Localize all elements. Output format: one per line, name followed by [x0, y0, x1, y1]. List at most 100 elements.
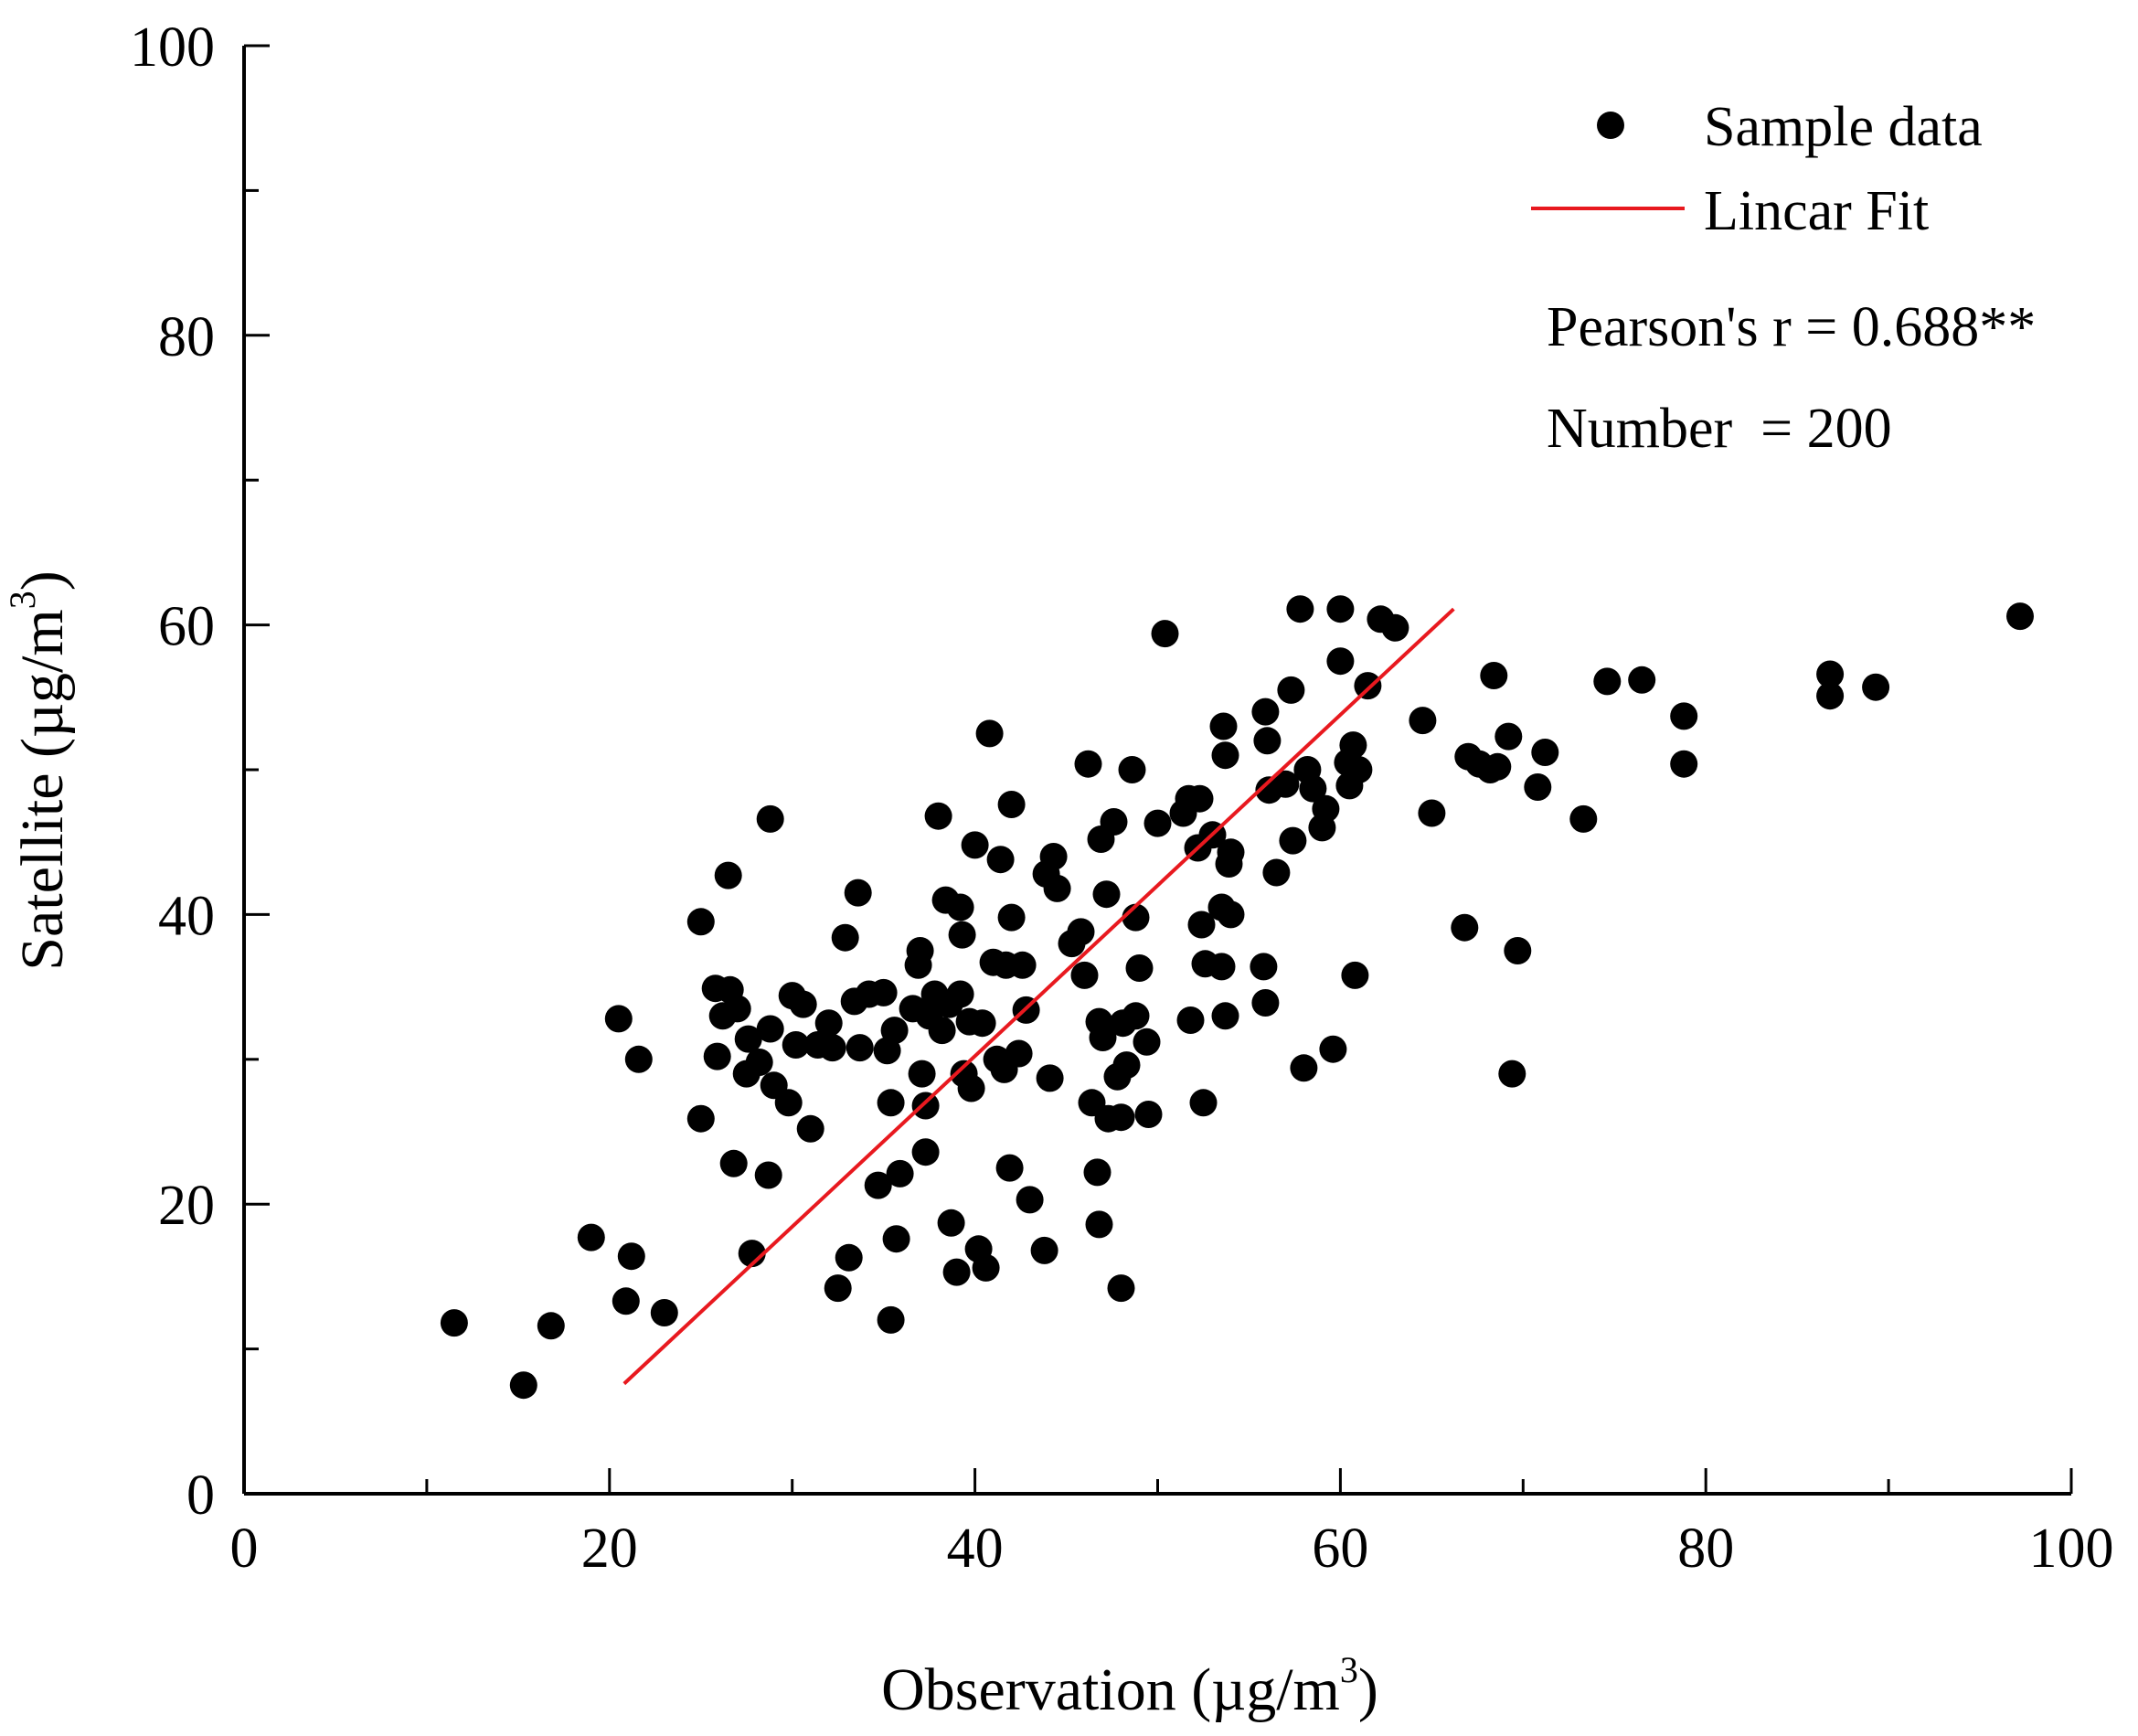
data-point: [756, 804, 784, 833]
data-point: [882, 1225, 910, 1253]
data-point: [972, 1253, 1000, 1282]
data-point: [1043, 874, 1071, 902]
data-point: [1118, 756, 1146, 783]
data-point: [1409, 707, 1437, 735]
data-point: [864, 1171, 892, 1199]
x-tick-label: 60: [1312, 1518, 1368, 1580]
data-point: [877, 1305, 905, 1334]
data-point: [1339, 731, 1367, 760]
data-point: [782, 1031, 810, 1059]
data-point: [831, 923, 859, 952]
data-point: [1005, 1039, 1033, 1068]
data-point: [1326, 647, 1355, 676]
data-point: [612, 1287, 640, 1315]
data-point: [1176, 1006, 1205, 1034]
data-point: [1016, 1186, 1044, 1214]
y-tick-label: 40: [158, 885, 215, 947]
data-point: [1480, 662, 1508, 689]
data-point: [1381, 613, 1409, 642]
data-point: [1277, 676, 1305, 704]
data-point: [1345, 756, 1373, 783]
data-point: [911, 1092, 940, 1120]
data-point: [1816, 660, 1845, 688]
data-point: [754, 1161, 782, 1189]
y-axis-title: Satellite (µg/m3): [2, 570, 76, 970]
data-point: [986, 846, 1015, 874]
data-point: [1092, 880, 1121, 909]
data-point: [877, 1089, 905, 1117]
data-point: [1211, 1002, 1239, 1030]
data-point: [844, 879, 872, 907]
data-point: [714, 861, 742, 889]
data-point: [1209, 712, 1238, 740]
legend-scatter-label: Sample data: [1704, 96, 1983, 158]
data-point: [719, 1149, 748, 1177]
data-point: [1089, 1024, 1117, 1051]
data-point: [624, 1045, 653, 1073]
data-point: [703, 1042, 731, 1070]
data-point: [814, 1009, 843, 1038]
data-point: [1133, 1028, 1161, 1056]
data-point: [997, 903, 1026, 932]
data-point: [1107, 1274, 1135, 1303]
data-point: [846, 1034, 874, 1062]
data-point: [1074, 750, 1102, 778]
data-point: [942, 1258, 971, 1286]
data-point: [886, 1159, 914, 1188]
data-point: [734, 1025, 762, 1053]
data-point: [946, 893, 974, 921]
data-point: [906, 937, 934, 964]
y-tick-label: 0: [186, 1464, 215, 1527]
data-point: [908, 1060, 936, 1088]
data-point: [1253, 727, 1282, 755]
data-point: [1125, 954, 1154, 982]
data-point: [1112, 1051, 1141, 1080]
data-point: [835, 1243, 863, 1272]
legend-fit-label: Lincar Fit: [1704, 180, 1929, 242]
data-point: [1524, 773, 1552, 801]
data-point: [1143, 809, 1172, 837]
data-point: [1451, 913, 1479, 942]
data-point: [1312, 794, 1340, 823]
data-point: [650, 1299, 678, 1326]
data-point: [2006, 602, 2034, 631]
data-point: [1816, 682, 1845, 710]
x-tick-label: 20: [581, 1518, 638, 1580]
data-point: [1341, 961, 1369, 989]
x-tick-label: 0: [230, 1518, 259, 1580]
data-points: [440, 595, 2034, 1400]
data-point: [1036, 1064, 1064, 1092]
data-point: [869, 978, 898, 1006]
data-point: [1299, 774, 1327, 803]
data-point: [946, 980, 974, 1008]
data-point: [509, 1371, 537, 1400]
data-point: [880, 1017, 909, 1045]
data-point: [1319, 1035, 1347, 1063]
data-point: [1134, 1101, 1163, 1128]
number-annotation: Number = 200: [1547, 398, 1892, 460]
data-point: [968, 1009, 996, 1038]
data-point: [1250, 953, 1278, 981]
data-point: [1100, 808, 1128, 836]
data-point: [1207, 953, 1236, 981]
data-point: [1593, 667, 1622, 696]
y-tick-label: 60: [158, 596, 215, 658]
data-point: [937, 1209, 965, 1237]
data-point: [1262, 858, 1291, 887]
data-point: [1251, 989, 1280, 1017]
data-point: [1494, 722, 1523, 751]
data-point: [774, 1089, 803, 1117]
data-point: [1326, 595, 1355, 623]
data-point: [1189, 1089, 1218, 1117]
data-point: [1151, 620, 1179, 648]
x-tick-label: 40: [947, 1518, 1004, 1580]
data-point: [440, 1309, 468, 1337]
data-point: [537, 1312, 565, 1340]
data-point: [1217, 838, 1245, 867]
axes: 0 20 40 60 80 100 0 20 40 60 80 100: [130, 16, 2114, 1580]
data-point: [961, 831, 989, 859]
data-point: [924, 802, 952, 830]
data-point: [756, 1015, 784, 1043]
data-point: [1484, 752, 1512, 781]
